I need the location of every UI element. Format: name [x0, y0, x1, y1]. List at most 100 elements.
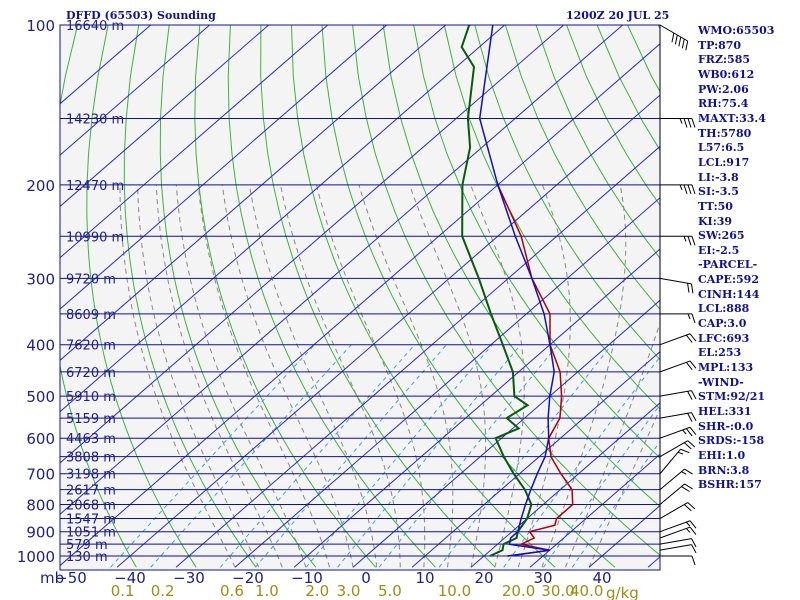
wind-barb-flag — [691, 236, 696, 246]
isotherm-line — [60, 25, 387, 310]
temperature-trace — [497, 184, 574, 557]
temperature-axis-labels: −50 −40 −30 −20 −10 0 10 20 30 40 — [55, 569, 611, 587]
wind-barb-shaft — [659, 24, 688, 42]
index-entry: TT:50 — [698, 199, 733, 213]
wind-barb-half-flag — [685, 521, 691, 527]
height-label: 10990 m — [66, 230, 124, 245]
wind-barb-flag — [687, 184, 692, 195]
mixing-ratio-line — [255, 344, 447, 568]
index-entry: LCL:917 — [698, 155, 750, 169]
dry-adiabat-line — [227, 25, 436, 568]
wind-barb-flag — [687, 283, 690, 293]
isotherm-line — [352, 299, 660, 568]
wind-barb-flag — [691, 555, 696, 566]
wind-barb-flag — [689, 526, 697, 535]
wind-barb-flag — [687, 440, 696, 448]
isotherm-line — [60, 25, 505, 413]
wind-barb-flag — [683, 442, 692, 450]
wind-barb-flag — [687, 413, 693, 422]
isotherm-line — [60, 25, 564, 464]
moist-adiabat-line — [280, 184, 401, 568]
dry-adiabat-line — [260, 25, 496, 568]
height-label: 579 m — [66, 538, 108, 553]
sounding-time: 1200Z 20 JUL 25 — [566, 9, 670, 22]
height-label: 1547 m — [66, 513, 116, 528]
height-label: 9720 m — [66, 272, 116, 287]
moist-adiabat-line — [470, 184, 525, 568]
index-entry: BSHR:157 — [698, 478, 762, 492]
isotherm-line — [60, 25, 328, 259]
dry-adiabat-line — [474, 25, 660, 361]
height-label: 16640 m — [66, 19, 124, 34]
wind-barb-flag — [684, 483, 693, 490]
mixing-ratio-label: 0.6 — [220, 582, 244, 600]
moist-adiabat-line — [358, 184, 454, 568]
index-entry: SRDS:-158 — [698, 434, 765, 448]
wind-barb-flag — [689, 426, 697, 435]
index-entry: KI:39 — [698, 214, 733, 228]
dry-adiabat-line — [291, 25, 556, 568]
temperature-tick-label: −20 — [232, 569, 264, 587]
wind-barb-shaft — [659, 333, 691, 346]
index-entry: MAXT:33.4 — [698, 111, 766, 125]
temperature-tick-label: 10 — [415, 569, 434, 587]
temperature-tick-label: −10 — [291, 569, 323, 587]
mixing-ratio-label: 2.0 — [305, 582, 329, 600]
wind-barb-flag — [691, 283, 694, 294]
wind-barb-shaft — [659, 468, 685, 491]
pressure-tick-label: 800 — [26, 497, 55, 515]
index-entry: TP:870 — [698, 38, 742, 52]
pressure-axis-labels: 100 200 300 400 500 600 700 800 900 1000 — [17, 17, 55, 566]
wind-barb-shaft — [659, 440, 688, 458]
wind-barb-flag — [691, 390, 697, 400]
index-entry: CAP:3.0 — [698, 317, 747, 330]
index-entry: SW:265 — [698, 229, 745, 243]
pressure-tick-label: 400 — [26, 337, 55, 355]
pressure-tick-label: 600 — [26, 430, 55, 448]
wind-barb-flag — [683, 504, 692, 512]
moist-adiabat-line — [565, 321, 660, 568]
height-label: 130 m — [66, 550, 108, 565]
pressure-tick-label: 700 — [26, 466, 55, 484]
temperature-tick-label: 30 — [533, 569, 552, 587]
station-title: DFFD (65503) Sounding — [66, 9, 216, 22]
wind-barb-half-flag — [685, 528, 691, 533]
wind-barb-shaft — [659, 483, 685, 505]
mixing-ratio-line — [110, 344, 315, 568]
height-label: 4463 m — [66, 432, 116, 447]
wind-barb-flag — [691, 313, 696, 324]
moist-adiabats — [119, 184, 660, 568]
temperature-tick-label: −30 — [173, 569, 205, 587]
temperature-tick-label: 0 — [361, 569, 371, 587]
mixing-ratio-label: 5.0 — [378, 582, 402, 600]
mixing-ratio-label: 40.0 — [570, 582, 603, 600]
wind-barb-shaft — [659, 360, 691, 373]
wind-barb-flag — [685, 334, 693, 343]
wind-profile — [659, 24, 697, 566]
isotherm-line — [60, 25, 623, 515]
wind-barb-flag — [681, 486, 690, 492]
wind-barb-shaft — [659, 390, 692, 397]
dry-adiabat-line — [60, 25, 137, 568]
isotherm-line — [60, 25, 446, 362]
wind-barb-half-flag — [679, 184, 683, 191]
mixing-ratio-label: 30.0 — [541, 582, 574, 600]
wind-barb-flag — [674, 34, 678, 45]
moist-adiabat-line — [119, 184, 236, 568]
mixing-ratio-line — [305, 344, 493, 568]
pressure-tick-label: 500 — [26, 388, 55, 406]
wind-barb-shaft — [659, 277, 692, 285]
wind-barb-shaft — [659, 448, 681, 475]
index-entry: LFC:693 — [698, 331, 750, 345]
isotherm-line — [293, 248, 660, 568]
moist-adiabat-line — [221, 184, 354, 568]
height-label: 3198 m — [66, 468, 116, 483]
wind-barb-flag — [689, 360, 697, 369]
mixing-ratio-lines — [110, 344, 660, 568]
index-entry: BRN:3.8 — [698, 463, 750, 477]
height-label: 6720 m — [66, 366, 116, 381]
mixing-ratio-label: 20.0 — [502, 582, 535, 600]
index-entry: -PARCEL- — [698, 258, 758, 272]
pressure-tick-label: 100 — [26, 17, 55, 35]
